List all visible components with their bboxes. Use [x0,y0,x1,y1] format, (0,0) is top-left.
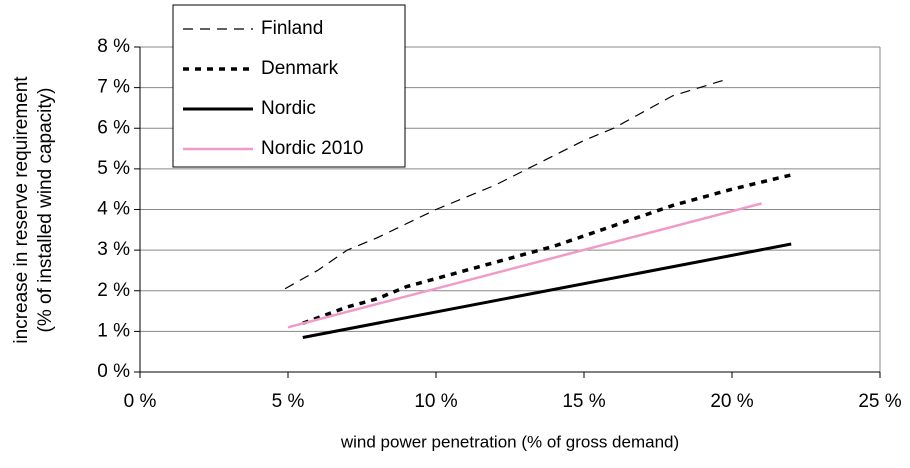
y-tick-label: 8 % [97,36,130,57]
legend-label: Nordic [261,98,316,119]
y-tick-label: 3 % [97,239,130,260]
series-line [302,173,792,325]
y-tick-label: 1 % [97,320,130,341]
legend-box [172,4,406,168]
x-tick-label: 15 % [562,391,605,412]
y-tick-label: 5 % [97,158,130,179]
y-tick-label: 4 % [97,199,130,220]
x-axis-label: wind power penetration (% of gross deman… [340,432,679,451]
legend-label: Denmark [261,58,339,79]
x-tick-label: 0 % [124,391,157,412]
y-tick-label: 7 % [97,77,130,98]
x-tick-label: 25 % [858,391,901,412]
legend-label: Nordic 2010 [261,138,363,159]
y-tick-label: 2 % [97,280,130,301]
x-tick-label: 20 % [710,391,753,412]
y-axis-label: (% of installed wind capacity) [35,88,56,333]
y-axis-label: increase in reserve requirement [11,76,32,344]
legend-label: Finland [261,18,323,39]
y-tick-label: 6 % [97,117,130,138]
series-line [302,242,792,339]
y-tick-label: 0 % [97,361,130,382]
series-line [287,202,762,329]
x-tick-label: 5 % [272,391,305,412]
series-line [284,78,727,290]
x-tick-label: 10 % [414,391,457,412]
